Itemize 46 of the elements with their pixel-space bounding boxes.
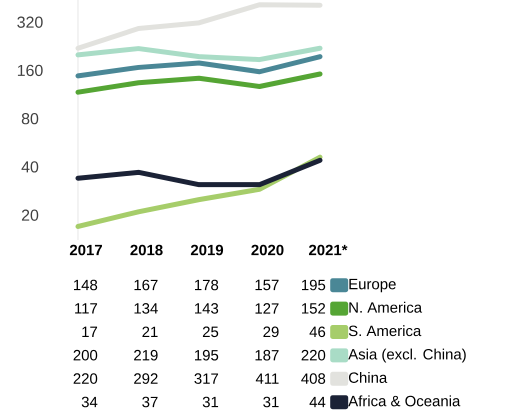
data-label: 25	[202, 326, 218, 338]
data-label: 220	[302, 350, 326, 360]
data-label: 37	[142, 396, 158, 408]
data-label: 157	[256, 280, 279, 290]
data-label: 411	[256, 373, 279, 384]
data-label: 127	[256, 303, 279, 314]
data-label: 195	[195, 350, 218, 360]
data-label: 29	[263, 326, 279, 338]
data-label: 134	[134, 303, 158, 314]
data-label: 408	[301, 373, 326, 384]
x-tick-label: 2020	[251, 244, 284, 256]
data-label: 200	[74, 350, 98, 360]
legend-label: S. America	[348, 325, 422, 336]
x-tick-label: 2017	[70, 244, 102, 256]
data-label: 117	[75, 303, 98, 314]
data-label: 31	[263, 396, 279, 408]
data-label: 187	[256, 350, 279, 360]
data-label: 292	[134, 373, 158, 384]
y-tick-label: 320	[17, 16, 43, 28]
data-label: 34	[82, 396, 98, 408]
y-tick-label: 40	[21, 161, 38, 173]
data-label: 195	[302, 280, 326, 290]
legend-label: Africa & Oceania	[348, 395, 460, 406]
data-label: 317	[194, 373, 218, 384]
data-label: 31	[202, 396, 218, 408]
data-label: 148	[74, 280, 98, 290]
y-tick-label: 20	[22, 210, 38, 221]
x-tick-label: 2021*	[308, 244, 348, 256]
legend-label: N. America	[349, 302, 422, 313]
data-label: 143	[195, 303, 218, 314]
legend-label: Asia (excl. China)	[348, 348, 466, 362]
x-tick-label: 2019	[190, 244, 224, 256]
data-label: 17	[82, 326, 98, 337]
data-label: 167	[134, 280, 158, 290]
x-tick-label: 2018	[130, 244, 163, 256]
y-tick-label: 80	[22, 113, 38, 124]
legend-label: China	[348, 372, 388, 383]
y-tick-label: 160	[18, 64, 43, 76]
data-label: 178	[195, 280, 218, 290]
data-label: 44	[310, 396, 326, 408]
data-label: 21	[142, 326, 158, 338]
legend-label: Europe	[349, 278, 396, 292]
data-label: 219	[134, 350, 158, 360]
data-label: 220	[74, 373, 98, 384]
data-label: 152	[302, 303, 326, 314]
data-label: 46	[310, 326, 326, 338]
